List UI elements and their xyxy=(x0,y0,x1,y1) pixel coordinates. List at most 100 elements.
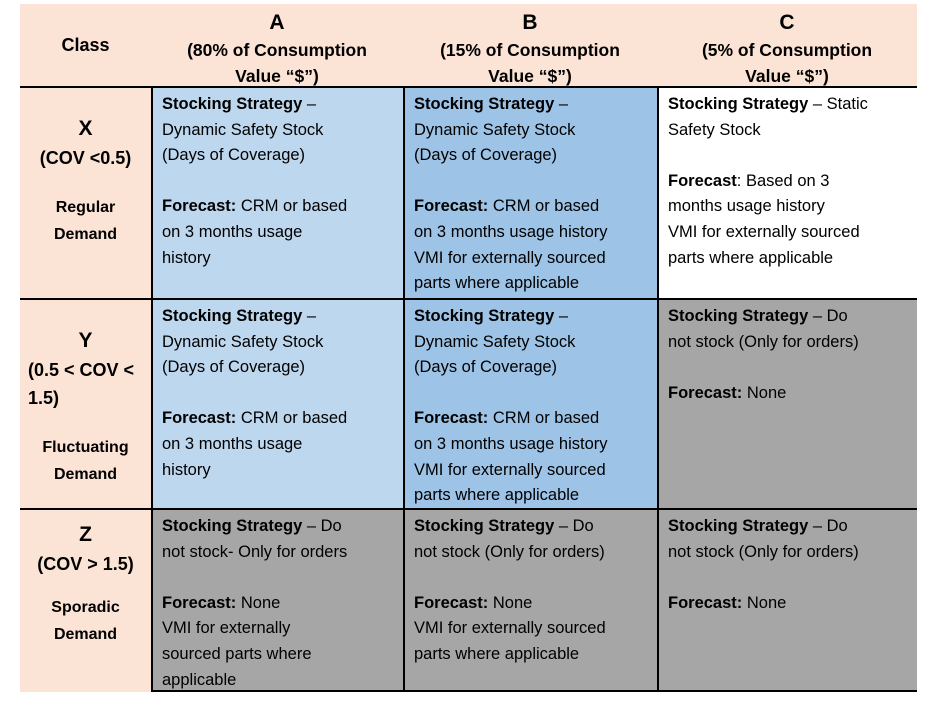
demand-type-y: Fluctuating Demand xyxy=(20,434,151,488)
text-line: Forecast: CRM or based xyxy=(414,409,600,428)
class-cell-z: Z (COV > 1.5) Sporadic Demand xyxy=(20,508,151,692)
text-line: (COV > 1.5) xyxy=(37,554,134,574)
text-line: Stocking Strategy – xyxy=(414,95,569,113)
text-line: Demand xyxy=(53,626,118,643)
text-line: (Days of Coverage) xyxy=(162,146,306,165)
text-line: (COV <0.5) xyxy=(39,148,132,168)
text-line: (0.5 < COV < xyxy=(28,360,135,380)
strategy-cell-y-b: Stocking Strategy – Dynamic Safety Stock (… xyxy=(403,298,657,508)
header-col-a: A (80% of Consumption Value “$”) xyxy=(151,4,403,88)
cov-range-z: (COV > 1.5) xyxy=(20,550,151,578)
col-c-subtitle-line1: (5% of Consumption xyxy=(701,40,873,60)
cov-range-y: (0.5 < COV < 1.5) xyxy=(20,356,151,412)
text-line: parts where applicable xyxy=(414,486,580,505)
text-line: Safety Stock xyxy=(668,120,761,139)
text-line: Forecast: CRM or based xyxy=(162,409,348,428)
strategy-cell-z-b: Stocking Strategy – Do not stock (Only fo… xyxy=(403,508,657,692)
text-line: (Days of Coverage) xyxy=(414,358,558,377)
text-line: Stocking Strategy – xyxy=(162,95,317,113)
header-col-b: B (15% of Consumption Value “$”) xyxy=(403,4,657,88)
col-b-subtitle-line1: (15% of Consumption xyxy=(440,40,620,60)
text-line: Forecast: CRM or based xyxy=(414,197,600,216)
text-line: Forecast: None xyxy=(668,593,787,612)
text-line: Stocking Strategy – Do xyxy=(668,307,848,325)
text-line: not stock (Only for orders) xyxy=(668,332,859,351)
text-line: Stocking Strategy – Do xyxy=(668,517,848,535)
text-line: Forecast: None xyxy=(162,593,281,612)
strategy-cell-x-a: Stocking Strategy – Dynamic Safety Stock (… xyxy=(151,88,403,298)
text-line: 1.5) xyxy=(28,388,60,408)
text-line xyxy=(668,355,911,381)
text-line: (Days of Coverage) xyxy=(414,146,558,165)
class-header-label: Class xyxy=(61,34,110,55)
text-line: VMI for externally sourced xyxy=(414,248,606,267)
text-line: Forecast: CRM or based xyxy=(162,197,348,216)
text-line: Stocking Strategy – Static xyxy=(668,95,868,113)
text-line: not stock (Only for orders) xyxy=(668,542,859,561)
text-line: Fluctuating xyxy=(42,439,129,456)
text-line xyxy=(414,169,651,195)
text-line: Regular xyxy=(55,199,116,216)
col-c-subtitle-line2: Value “$”) xyxy=(745,66,829,86)
class-symbol-y: Y xyxy=(78,329,93,352)
col-b-subtitle-line2: Value “$”) xyxy=(488,66,572,86)
text-line xyxy=(668,565,911,591)
col-a-subtitle-line2: Value “$”) xyxy=(235,66,319,86)
text-line: parts where applicable xyxy=(668,248,834,267)
text-line: Demand xyxy=(53,226,118,243)
text-line xyxy=(414,381,651,407)
text-line: Stocking Strategy – xyxy=(414,307,569,325)
demand-type-x: Regular Demand xyxy=(20,194,151,248)
text-line: Forecast: Based on 3 xyxy=(668,171,830,190)
text-line: Stocking Strategy – Do xyxy=(162,517,342,535)
text-line: sourced parts where xyxy=(162,644,312,663)
text-line: Dynamic Safety Stock xyxy=(414,332,576,351)
text-line: months usage history xyxy=(668,197,825,216)
strategy-cell-x-c: Stocking Strategy – Static Safety Stock F… xyxy=(657,88,917,298)
text-line: parts where applicable xyxy=(414,644,580,663)
text-line: on 3 months usage history xyxy=(414,434,608,453)
class-symbol-x: X xyxy=(78,117,93,140)
strategy-cell-y-a: Stocking Strategy – Dynamic Safety Stock (… xyxy=(151,298,403,508)
text-line: history xyxy=(162,460,211,479)
text-line: Demand xyxy=(53,466,118,483)
text-line xyxy=(162,565,397,591)
classification-table: Class A (80% of Consumption Value “$”) B… xyxy=(20,4,917,692)
text-line: parts where applicable xyxy=(414,274,580,293)
class-cell-y: Y (0.5 < COV < 1.5) Fluctuating Demand xyxy=(20,298,151,508)
text-line xyxy=(162,381,397,407)
text-line: history xyxy=(162,248,211,267)
text-line: VMI for externally xyxy=(162,619,291,638)
strategy-cell-z-c: Stocking Strategy – Do not stock (Only fo… xyxy=(657,508,917,692)
text-line: applicable xyxy=(162,670,237,689)
strategy-cell-z-a: Stocking Strategy – Do not stock- Only fo… xyxy=(151,508,403,692)
demand-type-z: Sporadic Demand xyxy=(20,594,151,648)
text-line: on 3 months usage xyxy=(162,222,303,241)
text-line: Stocking Strategy – Do xyxy=(414,517,594,535)
text-line: VMI for externally sourced xyxy=(414,619,606,638)
text-line: VMI for externally sourced xyxy=(414,460,606,479)
text-line: VMI for externally sourced xyxy=(668,222,860,241)
strategy-cell-x-b: Stocking Strategy – Dynamic Safety Stock (… xyxy=(403,88,657,298)
text-line: Forecast: None xyxy=(414,593,533,612)
col-a-subtitle-line1: (80% of Consumption xyxy=(187,40,367,60)
text-line: on 3 months usage xyxy=(162,434,303,453)
col-a-letter: A xyxy=(269,11,285,34)
text-line: (Days of Coverage) xyxy=(162,358,306,377)
text-line: not stock- Only for orders xyxy=(162,542,348,561)
strategy-cell-y-c: Stocking Strategy – Do not stock (Only fo… xyxy=(657,298,917,508)
text-line xyxy=(668,143,911,169)
text-line: Dynamic Safety Stock xyxy=(414,120,576,139)
text-line: Dynamic Safety Stock xyxy=(162,120,324,139)
cov-range-x: (COV <0.5) xyxy=(20,144,151,172)
text-line xyxy=(162,169,397,195)
text-line: not stock (Only for orders) xyxy=(414,542,605,561)
header-class-cell: Class xyxy=(20,4,151,88)
col-c-letter: C xyxy=(779,11,795,34)
text-line: Sporadic xyxy=(51,599,120,616)
text-line: Dynamic Safety Stock xyxy=(162,332,324,351)
text-line: Forecast: None xyxy=(668,383,787,402)
class-symbol-z: Z xyxy=(79,523,92,546)
text-line: on 3 months usage history xyxy=(414,222,608,241)
